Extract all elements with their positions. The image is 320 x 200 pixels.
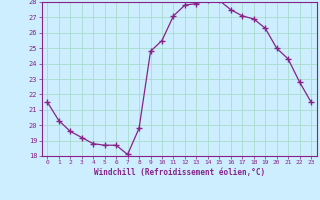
X-axis label: Windchill (Refroidissement éolien,°C): Windchill (Refroidissement éolien,°C) [94,168,265,177]
